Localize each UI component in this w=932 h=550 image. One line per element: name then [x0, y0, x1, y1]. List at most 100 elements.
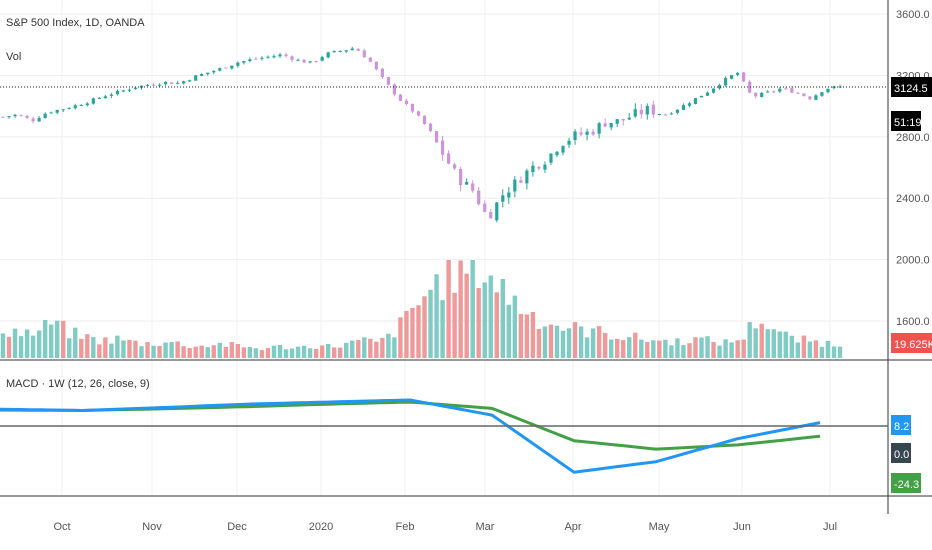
candle-body	[507, 192, 511, 198]
candle-body	[115, 90, 120, 95]
symbol-title[interactable]: S&P 500 Index, 1D, OANDA	[6, 17, 145, 29]
candle-body	[711, 88, 716, 93]
volume-bar	[241, 347, 247, 358]
volume-bar	[615, 338, 620, 358]
candle-body	[627, 117, 631, 120]
volume-bar	[199, 345, 204, 358]
candle-body	[374, 61, 378, 70]
y-tick-label: 2400.0	[896, 193, 930, 205]
candle-body	[483, 203, 487, 212]
candle-body	[633, 109, 637, 117]
candle-body	[145, 85, 150, 87]
volume-bar	[807, 341, 813, 358]
volume-bar	[795, 342, 801, 358]
zero-badge	[891, 443, 911, 463]
volume-bar	[54, 320, 60, 358]
volume-bar	[115, 335, 120, 358]
candle-body	[453, 164, 457, 169]
candle-body	[675, 109, 680, 113]
candle-body	[37, 118, 41, 122]
volume-bar	[825, 340, 831, 358]
volume-bar	[97, 344, 102, 358]
volume-bar	[831, 346, 837, 358]
candle-body	[687, 103, 692, 106]
candle-body	[693, 98, 698, 104]
volume-bar	[307, 348, 313, 358]
volume-bar	[542, 326, 548, 358]
volume-bar	[717, 345, 722, 358]
macd-label[interactable]: MACD · 1W (12, 26, close, 9)	[6, 378, 150, 390]
candle-body	[278, 54, 282, 57]
volume-bar	[283, 349, 289, 358]
volume-bar	[711, 342, 716, 358]
volume-bar	[61, 320, 66, 358]
candle-body	[320, 57, 324, 61]
volume-bar	[265, 348, 271, 358]
volume-bar	[488, 275, 493, 358]
candle-body	[748, 81, 752, 93]
candle-body	[91, 98, 95, 104]
candle-body	[212, 70, 216, 73]
candle-body	[338, 51, 342, 53]
volume-bar	[699, 337, 704, 358]
x-tick-label: Dec	[227, 521, 247, 533]
volume-bar	[434, 274, 439, 358]
candle-body	[109, 94, 113, 96]
volume-bar	[608, 339, 614, 358]
volume-bar	[524, 314, 530, 358]
volume-bar	[193, 346, 198, 358]
candle-body	[176, 82, 180, 84]
volume-bar	[596, 326, 602, 358]
candle-body	[398, 94, 403, 101]
candle-body	[103, 96, 107, 99]
volume-bar	[109, 343, 114, 358]
candle-body	[97, 97, 101, 99]
volume-bar	[151, 345, 156, 358]
candle-body	[260, 57, 264, 59]
candle-body	[495, 202, 499, 221]
volume-bar	[67, 338, 72, 358]
candle-body	[302, 59, 306, 63]
candle-body	[242, 61, 246, 63]
last-price-badge-text: 3124.5	[894, 83, 928, 95]
candle-body	[428, 123, 433, 132]
volume-bar	[669, 345, 674, 358]
candle-body	[561, 146, 565, 153]
volume-bar	[259, 350, 265, 358]
candle-body	[760, 92, 764, 97]
volume-bar	[223, 346, 228, 358]
x-tick-label: May	[649, 521, 670, 533]
candle-body	[73, 105, 77, 109]
volume-bar	[422, 296, 427, 358]
candle-body	[543, 164, 547, 170]
candle-body	[832, 86, 836, 89]
volume-bar	[741, 339, 746, 358]
candle-body	[814, 95, 818, 100]
candle-body	[392, 84, 397, 95]
candle-body	[820, 92, 824, 96]
candle-body	[31, 118, 35, 122]
volume-bar	[205, 347, 210, 358]
macd-line	[0, 398, 821, 474]
volume-bar	[759, 323, 764, 358]
candle-body	[537, 166, 541, 169]
candle-body	[796, 92, 800, 94]
candle-body	[182, 81, 186, 84]
candle-body	[609, 122, 613, 128]
candle-body	[772, 91, 776, 93]
volume-bar	[735, 340, 740, 358]
countdown-badge	[891, 110, 921, 131]
candle-body	[446, 153, 451, 164]
candle-body	[615, 119, 619, 124]
volume-bar	[42, 319, 48, 358]
volume-bar	[633, 332, 638, 358]
volume-bar	[410, 307, 415, 358]
candle-body	[705, 92, 710, 96]
candle-body	[585, 131, 589, 135]
x-tick-label: Apr	[564, 521, 581, 533]
volume-bar	[705, 336, 710, 358]
volume-label[interactable]: Vol	[6, 51, 22, 63]
candle-body	[13, 114, 17, 117]
volume-bar	[374, 341, 379, 358]
